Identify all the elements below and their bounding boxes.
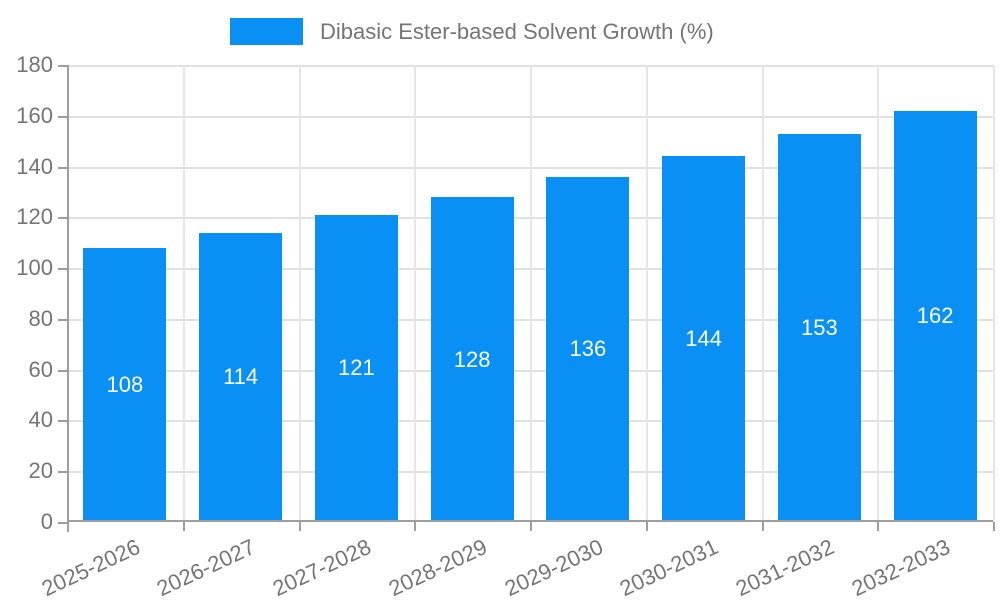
v-gridline [530,65,532,522]
bar-value-label: 153 [801,314,838,340]
x-tick-mark [877,522,880,531]
y-tick-mark [58,522,67,524]
x-axis-line [67,520,993,522]
y-axis-line [67,65,69,532]
y-tick-mark [58,318,67,321]
y-tick-mark [58,217,67,220]
bar-2026-2027: 114 [199,232,283,522]
y-tick-mark [58,420,67,423]
plot-area: 0 20 40 60 80 100 120 140 160 180 108 114 121 128 136 1… [16,52,995,534]
y-tick-label: 20 [28,458,53,484]
x-tick-label: 2031-2032 [732,534,838,600]
v-gridline [182,65,185,522]
y-tick-mark [58,166,67,169]
v-gridline [993,65,995,522]
y-tick-label: 60 [28,356,53,382]
x-tick-label: 2028-2029 [384,534,491,600]
x-tick-label: 2032-2033 [847,534,954,600]
x-tick-mark [67,522,69,531]
x-tick-mark [645,522,648,531]
bar-2027-2028: 121 [314,214,398,522]
bar-value-label: 108 [106,371,144,397]
bar-value-label: 114 [223,364,259,390]
y-tick-label: 160 [16,102,53,128]
x-tick-label: 2025-2026 [37,534,144,600]
x-axis-labels: 2025-2026 2026-2027 2027-2028 2028-2029 2029… [38,522,993,600]
x-tick-mark [530,522,532,531]
x-tick-mark [182,522,185,531]
legend-swatch [230,18,303,45]
bar-2032-2033: 162 [893,110,977,522]
v-gridline [298,65,301,522]
v-gridline [761,65,764,522]
y-tick-label: 140 [16,153,53,179]
bar-value-label: 162 [916,303,954,329]
y-tick-mark [58,115,67,118]
legend-label: Dibasic Ester-based Solvent Growth (%) [320,18,714,44]
x-tick-label: 2029-2030 [500,534,607,600]
bar-value-label: 144 [685,326,722,352]
v-gridline [414,65,417,522]
v-gridline [877,65,880,522]
x-tick-mark [298,522,301,531]
y-tick-mark [58,65,67,67]
y-tick-label: 180 [16,52,53,77]
y-tick-label: 100 [16,255,53,281]
bar-value-label: 128 [453,346,491,372]
bar-2030-2031: 144 [662,156,746,522]
bar-2028-2029: 128 [430,197,514,522]
bar-2029-2030: 136 [546,176,630,522]
y-tick-label: 0 [40,509,53,534]
bar-value-label: 121 [338,355,375,381]
x-tick-label: 2027-2028 [269,534,375,600]
y-tick-label: 80 [28,305,53,331]
x-tick-mark [414,522,417,531]
y-tick-label: 40 [28,407,53,433]
y-tick-mark [58,268,67,271]
v-gridline [645,65,648,522]
y-tick-mark [58,471,67,474]
bar-value-label: 136 [569,336,607,362]
x-tick-label: 2030-2031 [616,534,723,600]
legend-item[interactable]: Dibasic Ester-based Solvent Growth (%) [230,18,714,45]
bar-2031-2032: 153 [777,133,861,522]
x-tick-label: 2026-2027 [153,534,260,600]
x-tick-mark [761,522,764,531]
y-tick-label: 120 [16,204,53,230]
x-tick-mark [993,522,995,531]
y-tick-mark [58,369,67,372]
bar-2025-2026: 108 [83,247,167,522]
